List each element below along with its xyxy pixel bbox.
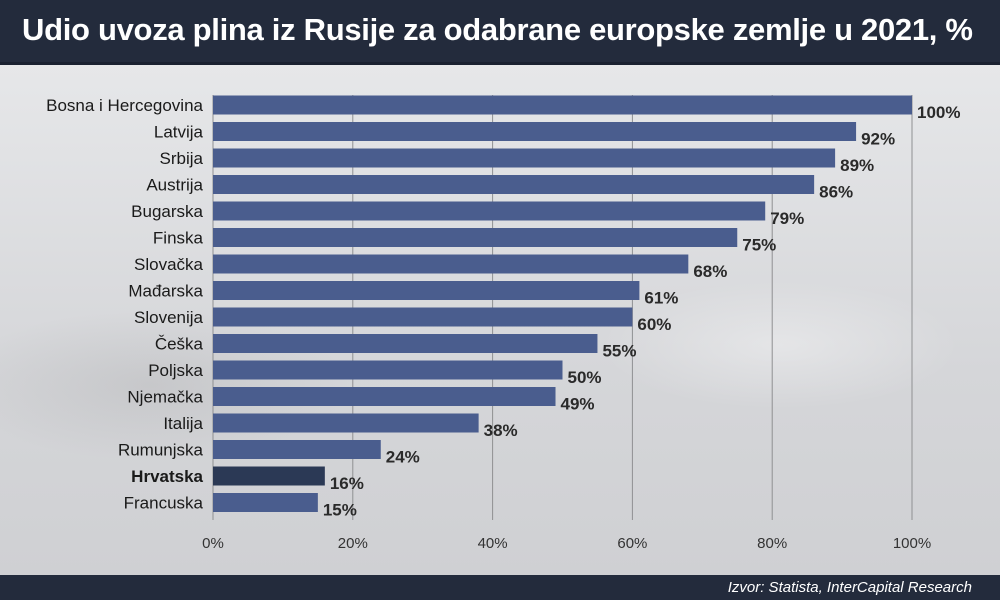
value-label: 60% bbox=[637, 315, 671, 334]
x-tick-label: 100% bbox=[893, 535, 931, 552]
category-label: Rumunjska bbox=[118, 441, 204, 460]
value-label: 89% bbox=[840, 156, 874, 175]
category-label: Latvija bbox=[154, 123, 204, 142]
value-label: 92% bbox=[861, 130, 895, 149]
category-label: Italija bbox=[163, 414, 203, 433]
value-label: 86% bbox=[819, 183, 853, 202]
source-note: Izvor: Statista, InterCapital Research bbox=[727, 579, 972, 596]
value-label: 16% bbox=[330, 474, 364, 493]
value-label: 38% bbox=[484, 421, 518, 440]
bar bbox=[213, 334, 598, 353]
chart-title: Udio uvoza plina iz Rusije za odabrane e… bbox=[22, 12, 973, 47]
bar bbox=[213, 95, 912, 115]
bar bbox=[213, 175, 815, 194]
bar bbox=[213, 201, 766, 221]
bar bbox=[213, 228, 738, 247]
category-label: Češka bbox=[155, 335, 204, 354]
plot-area: 0% 20% 40% 60% 80% 100% Bosna i Hercegovina 100… bbox=[0, 65, 1000, 575]
bar bbox=[213, 466, 325, 486]
category-label: Srbija bbox=[160, 149, 204, 168]
value-label: 68% bbox=[693, 262, 727, 281]
bar bbox=[213, 307, 633, 327]
bar-chart: 0% 20% 40% 60% 80% 100% Bosna i Hercegovina 100… bbox=[46, 95, 960, 552]
bar bbox=[213, 413, 479, 433]
x-tick-label: 80% bbox=[757, 535, 787, 552]
footer-bar: Izvor: Statista, InterCapital Research bbox=[0, 575, 1000, 600]
category-label: Njemačka bbox=[127, 388, 203, 407]
value-label: 100% bbox=[917, 103, 960, 122]
bar bbox=[213, 122, 857, 141]
category-label: Finska bbox=[153, 229, 204, 248]
x-tick-label: 40% bbox=[478, 535, 508, 552]
value-label: 50% bbox=[568, 368, 602, 387]
bar bbox=[213, 440, 381, 459]
bar bbox=[213, 493, 318, 512]
x-tick-label: 0% bbox=[202, 535, 224, 552]
category-label: Slovenija bbox=[134, 308, 204, 327]
category-label: Bosna i Hercegovina bbox=[46, 96, 203, 115]
value-label: 75% bbox=[742, 236, 776, 255]
x-tick-label: 20% bbox=[338, 535, 368, 552]
bar bbox=[213, 360, 563, 380]
category-label: Slovačka bbox=[134, 255, 204, 274]
value-label: 55% bbox=[602, 342, 636, 361]
value-label: 61% bbox=[644, 289, 678, 308]
category-label: Bugarska bbox=[131, 202, 203, 221]
header-bar: Udio uvoza plina iz Rusije za odabrane e… bbox=[0, 0, 1000, 65]
bar bbox=[213, 254, 689, 274]
category-label: Hrvatska bbox=[131, 467, 203, 486]
value-label: 15% bbox=[323, 501, 357, 520]
category-label: Mađarska bbox=[128, 282, 203, 301]
value-label: 79% bbox=[770, 209, 804, 228]
value-label: 49% bbox=[561, 395, 595, 414]
bar bbox=[213, 148, 836, 168]
category-label: Austrija bbox=[146, 176, 203, 195]
category-label: Poljska bbox=[148, 361, 203, 380]
category-label: Francuska bbox=[124, 494, 204, 513]
x-tick-label: 60% bbox=[617, 535, 647, 552]
bar bbox=[213, 387, 556, 406]
bar bbox=[213, 281, 640, 300]
value-label: 24% bbox=[386, 448, 420, 467]
